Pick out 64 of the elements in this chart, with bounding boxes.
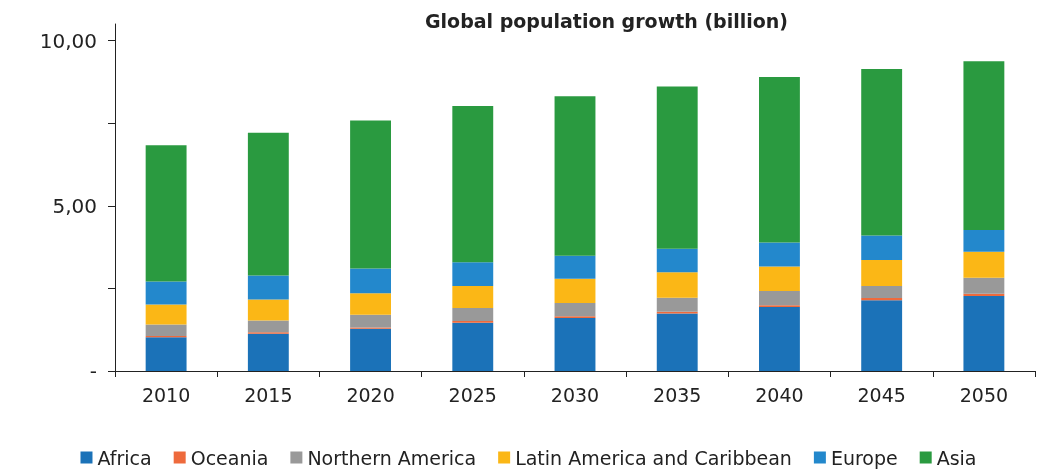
bar [861, 286, 903, 298]
bar [554, 255, 596, 279]
x-tick-label: 2035 [653, 383, 702, 406]
x-tick-label: 2050 [959, 383, 1009, 406]
bar [145, 304, 187, 325]
bar [350, 293, 391, 315]
bar [452, 307, 494, 322]
bar [247, 299, 289, 321]
bar [656, 272, 698, 298]
bar [963, 61, 1005, 230]
bar [554, 96, 596, 256]
bar [861, 300, 903, 371]
legend-label: Africa [97, 446, 152, 469]
bar [861, 235, 903, 260]
bar [554, 318, 596, 371]
x-tick-label: 2015 [244, 383, 293, 406]
bar [759, 306, 800, 371]
bar [247, 320, 289, 333]
bar [452, 322, 494, 371]
bar [145, 145, 187, 282]
bar [861, 68, 903, 236]
y-tick-label: 10,00 [39, 28, 97, 53]
bar [963, 229, 1005, 252]
bar [861, 259, 903, 287]
bar [759, 76, 800, 243]
x-tick-label: 2030 [550, 383, 600, 406]
bar [759, 291, 800, 306]
y-tick-label: - [89, 359, 97, 383]
x-tick-label: 2040 [755, 383, 804, 406]
bar [963, 251, 1005, 278]
legend-label: Oceania [190, 446, 269, 469]
bar [759, 242, 800, 267]
bar [247, 275, 289, 300]
bar [656, 297, 698, 312]
bar [350, 314, 391, 328]
y-tick-label: 5,00 [52, 193, 97, 218]
bar [963, 277, 1005, 294]
bar [145, 337, 187, 371]
legend-label: Northern America [307, 446, 477, 469]
bar [350, 120, 391, 269]
x-tick-label: 2020 [346, 383, 395, 406]
bar [452, 286, 494, 308]
bar [247, 333, 289, 371]
bar [452, 105, 494, 263]
x-tick-label: 2025 [448, 383, 497, 406]
bar [554, 278, 596, 303]
bar [656, 86, 698, 249]
x-tick-label: 2010 [141, 383, 191, 406]
bar [963, 295, 1005, 371]
bar [145, 281, 187, 305]
legend-label: Asia [936, 446, 977, 469]
legend-label: Latin America and Caribbean [515, 446, 792, 469]
bar [145, 324, 187, 336]
bar [656, 313, 698, 371]
legend-label: Europe [830, 446, 898, 469]
bar [656, 248, 698, 273]
x-tick-label: 2045 [857, 383, 906, 406]
bar [350, 328, 391, 371]
bar [350, 268, 391, 294]
bar [554, 302, 596, 317]
bar [452, 262, 494, 287]
bar [759, 266, 800, 292]
bar [247, 132, 289, 276]
chart-title: Global population growth (billion) [425, 9, 789, 32]
